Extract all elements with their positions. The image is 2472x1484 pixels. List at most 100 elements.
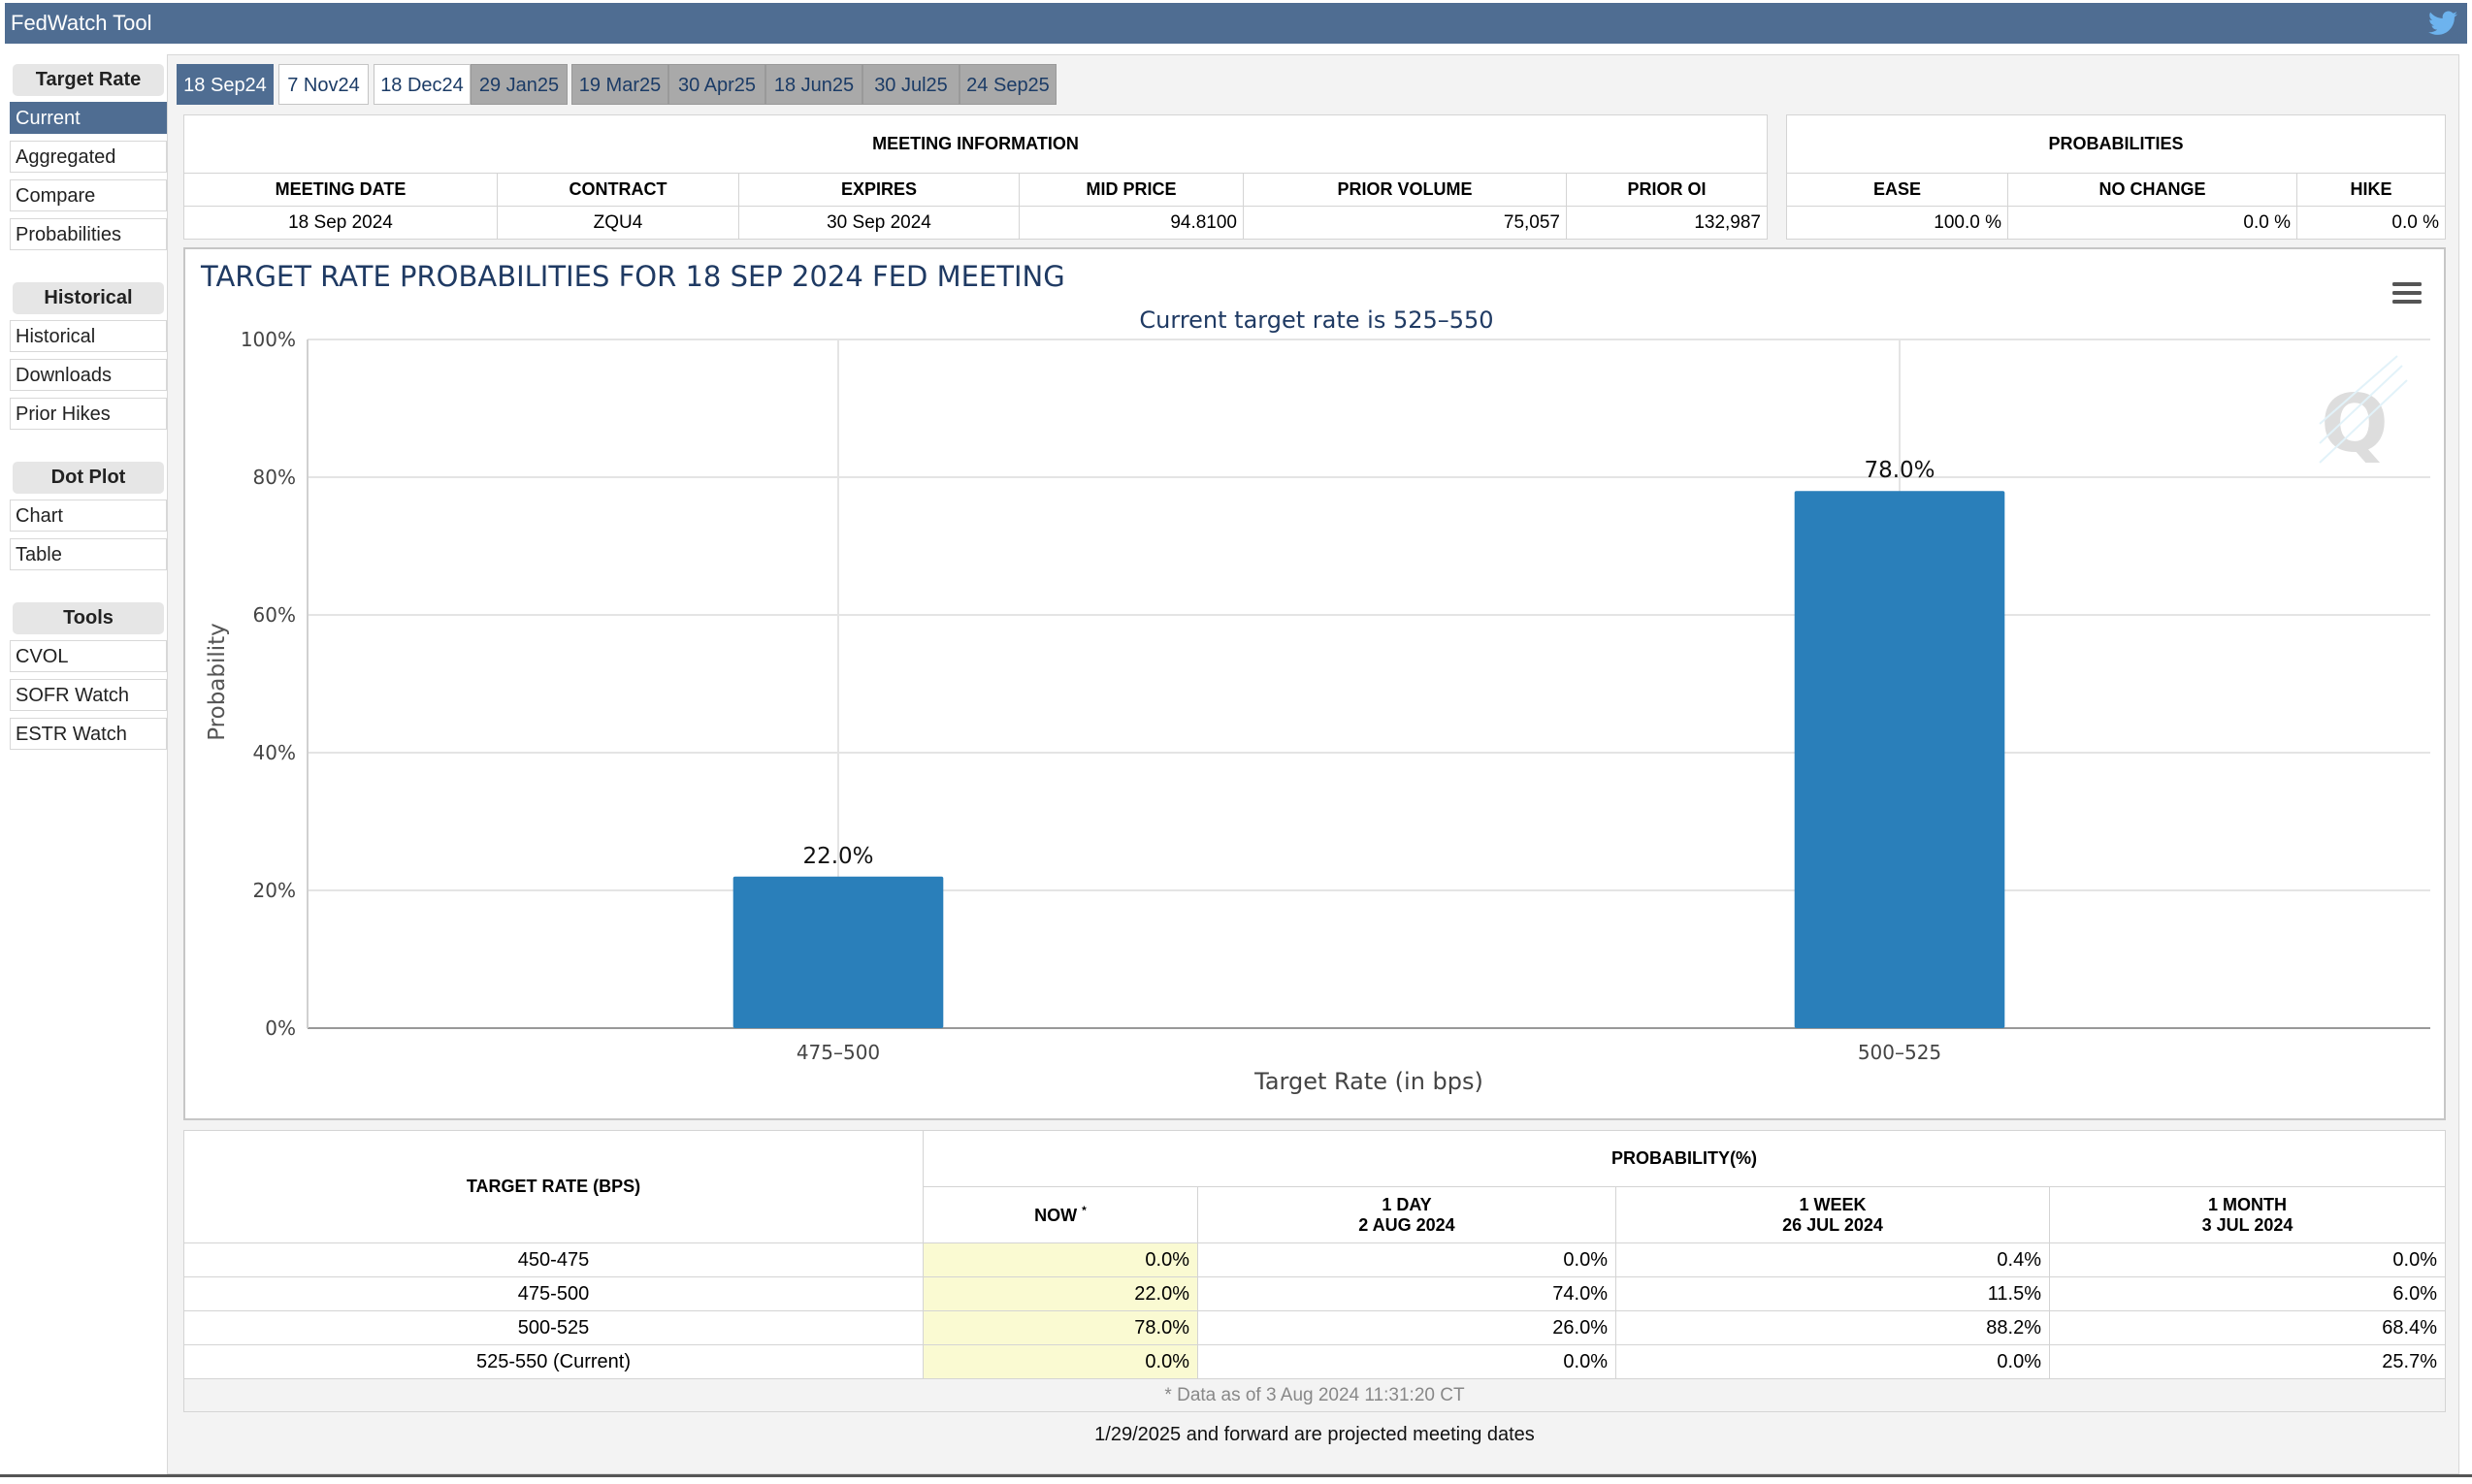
contract-value: ZQU4: [497, 206, 739, 240]
table-row: 475-500 22.0% 74.0% 11.5% 6.0%: [183, 1276, 2446, 1311]
target-rate-chart: TARGET RATE PROBABILITIES FOR 18 SEP 202…: [200, 260, 2430, 1095]
row-1-day: 0.0%: [1197, 1242, 1616, 1277]
y-tick-label: 100%: [241, 328, 296, 351]
row-1-week: 0.4%: [1615, 1242, 2050, 1277]
sidebar-item-historical[interactable]: Historical: [10, 320, 167, 352]
col-contract: CONTRACT: [497, 173, 739, 207]
row-now: 0.0%: [923, 1242, 1198, 1277]
y-tick-label: 80%: [253, 466, 296, 489]
bar-475–500[interactable]: [732, 876, 944, 1028]
tab-18-jun25[interactable]: 18 Jun25: [765, 64, 862, 105]
projected-dates-note: 1/29/2025 and forward are projected meet…: [1094, 1424, 1535, 1445]
sidebar-item-current[interactable]: Current: [10, 102, 167, 134]
y-tick-label: 0%: [265, 1016, 296, 1040]
meeting-information-heading: MEETING INFORMATION: [183, 114, 1768, 174]
meeting-information-table: MEETING INFORMATION MEETING DATE CONTRAC…: [183, 114, 1768, 240]
sidebar: Target Rate Current Aggregated Compare P…: [10, 64, 167, 757]
sidebar-item-downloads[interactable]: Downloads: [10, 359, 167, 391]
bottom-border: [0, 1474, 2472, 1477]
app-title: FedWatch Tool: [11, 11, 152, 35]
x-tick-label: 475–500: [797, 1041, 880, 1064]
col-hike: HIKE: [2296, 173, 2446, 207]
sidebar-item-compare[interactable]: Compare: [10, 179, 167, 211]
sidebar-item-prior-hikes[interactable]: Prior Hikes: [10, 398, 167, 430]
row-1-week: 88.2%: [1615, 1310, 2050, 1345]
data-timestamp-note: * Data as of 3 Aug 2024 11:31:20 CT: [183, 1378, 2446, 1412]
watermark-letter: Q: [2321, 378, 2389, 470]
tab-18-sep24[interactable]: 18 Sep24: [177, 64, 274, 105]
sidebar-item-cvol[interactable]: CVOL: [10, 640, 167, 672]
col-1-month-date: 3 JUL 2024: [2201, 1214, 2293, 1235]
col-now: NOW *: [923, 1186, 1198, 1243]
mid-price-value: 94.8100: [1019, 206, 1244, 240]
title-bar: FedWatch Tool: [5, 3, 2467, 44]
row-1-month: 6.0%: [2049, 1276, 2446, 1311]
col-now-label: NOW: [1034, 1206, 1078, 1225]
tab-24-sep25[interactable]: 24 Sep25: [960, 64, 1057, 105]
sidebar-item-chart[interactable]: Chart: [10, 500, 167, 532]
tab-18-dec24[interactable]: 18 Dec24: [374, 64, 471, 105]
x-tick-label: 500–525: [1858, 1041, 1941, 1064]
meeting-date-value: 18 Sep 2024: [183, 206, 498, 240]
col-1-week-label: 1 WEEK: [1799, 1194, 1867, 1214]
table-row: 525-550 (Current) 0.0% 0.0% 0.0% 25.7%: [183, 1344, 2446, 1379]
col-1-day-label: 1 DAY: [1382, 1194, 1432, 1214]
row-rate: 525-550 (Current): [183, 1344, 924, 1379]
row-rate: 500-525: [183, 1310, 924, 1345]
col-mid-price: MID PRICE: [1019, 173, 1244, 207]
col-1-week: 1 WEEK 26 JUL 2024: [1615, 1186, 2050, 1243]
row-1-month: 25.7%: [2049, 1344, 2446, 1379]
watermark-logo: Q: [2319, 355, 2408, 470]
col-1-month: 1 MONTH 3 JUL 2024: [2049, 1186, 2446, 1243]
chart-panel: TARGET RATE PROBABILITIES FOR 18 SEP 202…: [183, 247, 2446, 1120]
col-1-day: 1 DAY 2 AUG 2024: [1197, 1186, 1616, 1243]
probabilities-table: PROBABILITIES EASE NO CHANGE HIKE 100.0 …: [1786, 114, 2446, 240]
col-1-week-date: 26 JUL 2024: [1782, 1214, 1883, 1235]
row-now: 22.0%: [923, 1276, 1198, 1311]
row-1-day: 26.0%: [1197, 1310, 1616, 1345]
sidebar-heading-target-rate: Target Rate: [13, 64, 164, 96]
sidebar-item-estr-watch[interactable]: ESTR Watch: [10, 718, 167, 750]
probabilities-heading: PROBABILITIES: [1786, 114, 2446, 174]
col-prior-volume: PRIOR VOLUME: [1243, 173, 1567, 207]
sidebar-item-sofr-watch[interactable]: SOFR Watch: [10, 679, 167, 711]
col-1-month-label: 1 MONTH: [2208, 1194, 2287, 1214]
y-axis-label: Probability: [205, 623, 230, 741]
menu-icon[interactable]: [2392, 282, 2422, 304]
data-label: 78.0%: [1864, 458, 1935, 483]
row-now: 0.0%: [923, 1344, 1198, 1379]
no-change-value: 0.0 %: [2007, 206, 2297, 240]
tab-29-jan25[interactable]: 29 Jan25: [471, 64, 568, 105]
chart-subtitle: Current target rate is 525–550: [1139, 306, 1493, 334]
sidebar-heading-tools: Tools: [13, 602, 164, 634]
data-label: 22.0%: [802, 844, 873, 869]
sidebar-item-aggregated[interactable]: Aggregated: [10, 141, 167, 173]
row-1-month: 68.4%: [2049, 1310, 2446, 1345]
sidebar-item-probabilities[interactable]: Probabilities: [10, 218, 167, 250]
prior-oi-value: 132,987: [1566, 206, 1768, 240]
prior-volume-value: 75,057: [1243, 206, 1567, 240]
row-1-week: 0.0%: [1615, 1344, 2050, 1379]
sidebar-heading-historical: Historical: [13, 282, 164, 314]
x-axis-label: Target Rate (in bps): [1253, 1068, 1483, 1095]
tab-19-mar25[interactable]: 19 Mar25: [571, 64, 668, 105]
probability-history-table: TARGET RATE (BPS) PROBABILITY(%) NOW * 1…: [183, 1130, 2446, 1412]
hike-value: 0.0 %: [2296, 206, 2446, 240]
tab-30-jul25[interactable]: 30 Jul25: [862, 64, 960, 105]
expires-value: 30 Sep 2024: [738, 206, 1020, 240]
col-1-day-date: 2 AUG 2024: [1358, 1214, 1455, 1235]
row-rate: 475-500: [183, 1276, 924, 1311]
y-tick-label: 40%: [253, 741, 296, 764]
bar-500–525[interactable]: [1794, 491, 2005, 1028]
y-tick-label: 60%: [253, 603, 296, 627]
col-now-asterisk: *: [1082, 1204, 1087, 1217]
twitter-icon[interactable]: [2428, 11, 2457, 36]
col-prior-oi: PRIOR OI: [1566, 173, 1768, 207]
col-no-change: NO CHANGE: [2007, 173, 2297, 207]
sidebar-item-table[interactable]: Table: [10, 538, 167, 570]
tab-7-nov24[interactable]: 7 Nov24: [278, 64, 369, 105]
ease-value: 100.0 %: [1786, 206, 2008, 240]
col-ease: EASE: [1786, 173, 2008, 207]
row-1-day: 74.0%: [1197, 1276, 1616, 1311]
tab-30-apr25[interactable]: 30 Apr25: [668, 64, 765, 105]
